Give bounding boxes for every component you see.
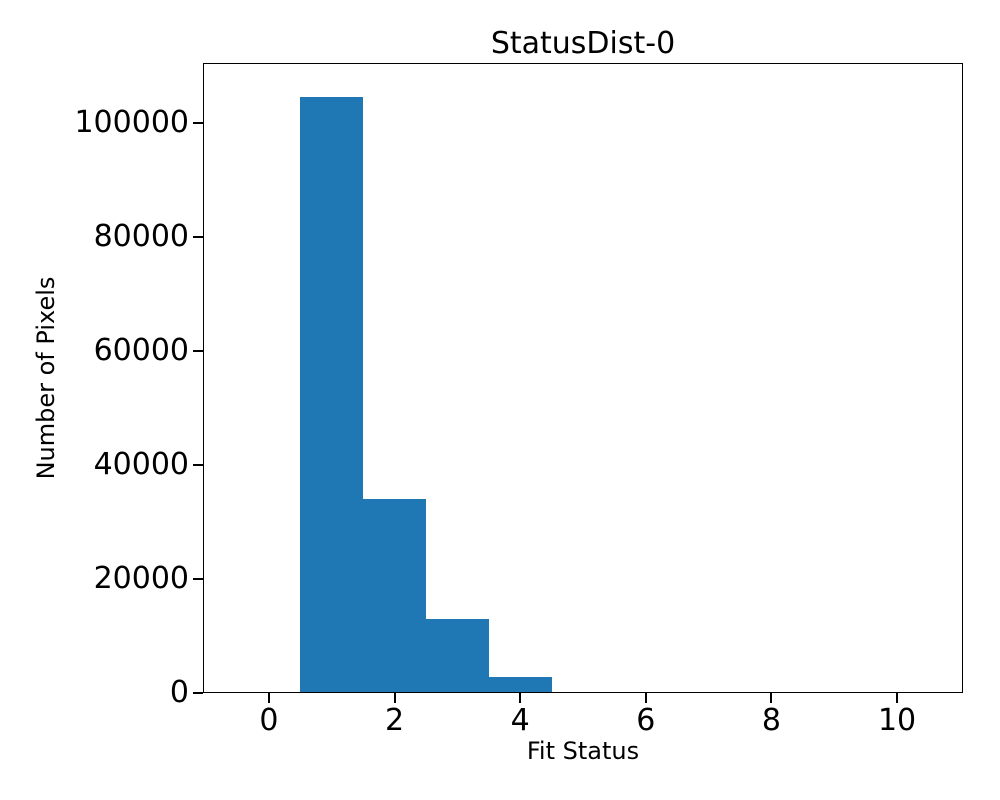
histogram-bar-1 xyxy=(300,97,364,693)
histogram-bar-3 xyxy=(425,618,489,693)
x-axis-label: Fit Status xyxy=(526,737,640,765)
x-tick-mark xyxy=(770,693,773,703)
y-tick-mark xyxy=(193,577,203,580)
x-tick-mark xyxy=(896,693,899,703)
x-tick-label: 4 xyxy=(510,703,530,738)
y-tick-mark xyxy=(193,692,203,694)
x-tick-label: 0 xyxy=(259,703,279,738)
y-tick-mark xyxy=(193,349,203,352)
x-tick-mark xyxy=(644,693,647,703)
y-tick-label: 60000 xyxy=(93,332,189,368)
chart-title: StatusDist-0 xyxy=(490,26,676,61)
histogram-bar-2 xyxy=(363,499,426,693)
y-tick-mark xyxy=(193,463,203,466)
x-tick-mark xyxy=(519,693,522,703)
plot-area xyxy=(203,63,963,693)
y-tick-label: 100000 xyxy=(74,104,189,140)
y-axis-label: Number of Pixels xyxy=(32,276,60,480)
y-tick-label: 40000 xyxy=(93,446,189,482)
x-tick-label: 10 xyxy=(877,703,917,738)
histogram-bar-4 xyxy=(488,677,552,693)
y-tick-label: 0 xyxy=(169,675,189,710)
y-tick-label: 20000 xyxy=(93,560,189,596)
x-tick-mark xyxy=(393,693,396,703)
x-tick-mark xyxy=(267,693,270,703)
x-tick-label: 2 xyxy=(385,703,405,738)
y-tick-label: 80000 xyxy=(93,218,189,254)
x-tick-label: 8 xyxy=(761,703,781,738)
y-tick-mark xyxy=(193,235,203,238)
x-tick-label: 6 xyxy=(636,703,656,738)
y-tick-mark xyxy=(193,121,203,124)
